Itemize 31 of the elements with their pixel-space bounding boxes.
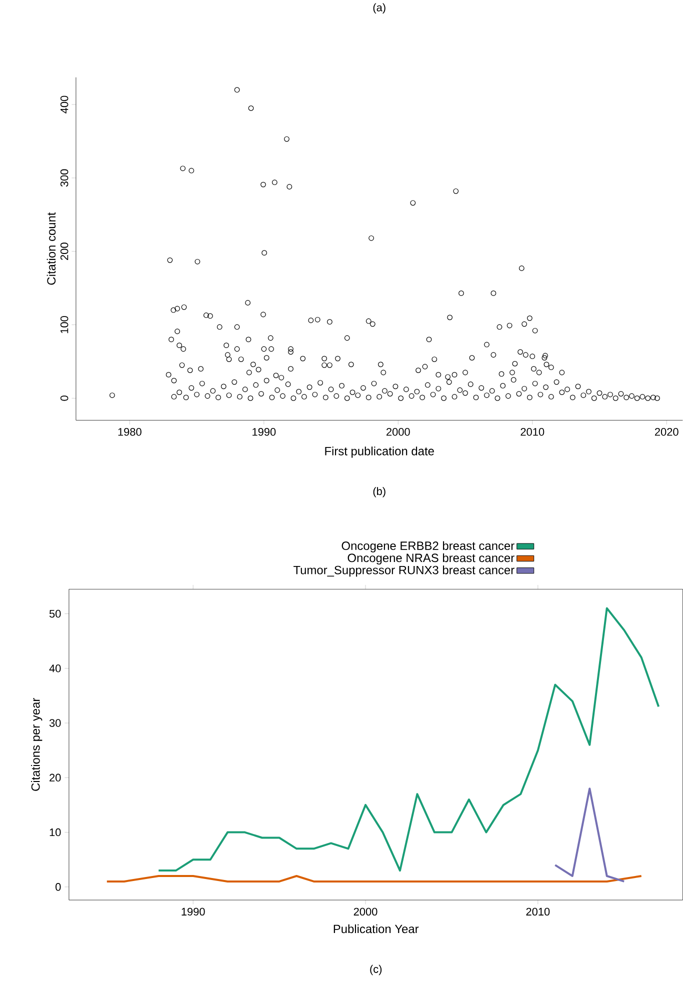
legend-label: Oncogene NRAS breast cancer [348, 553, 514, 565]
y-tick-label: 40 [49, 664, 61, 672]
x-axis-title: First publication date [325, 446, 434, 458]
x-tick-label: 1990 [252, 428, 276, 436]
y-tick-label: 30 [49, 719, 61, 727]
line-series [554, 788, 626, 882]
text: (c) [370, 964, 382, 976]
y-tick-label: 0 [56, 883, 61, 891]
y-tick-label: 300 [60, 169, 68, 187]
x-tick-label: 1990 [182, 908, 205, 916]
x-tick-label: 2010 [520, 428, 544, 436]
line-series [158, 607, 660, 872]
chart-title: (a) [373, 3, 386, 14]
x-axis-title: Publication Year [334, 924, 419, 934]
text: (b) [373, 487, 386, 498]
y-tick-label: 0 [60, 396, 68, 401]
x-tick-label: 2010 [526, 908, 550, 916]
y-tick-label: 10 [50, 828, 61, 836]
y-tick-label: 50 [49, 610, 61, 618]
y-axis-title: Citation count [46, 212, 56, 285]
legend-label: Oncogene ERBB2 breast cancer [342, 541, 514, 552]
y-tick-label: 400 [60, 96, 68, 114]
x-tick-label: 2020 [655, 428, 678, 436]
y-tick-label: 20 [50, 774, 61, 782]
y-axis-title: Citations per year [31, 698, 42, 791]
y-tick-label: 200 [60, 242, 68, 260]
y-tick-label: 100 [60, 316, 68, 334]
legend-label: Tumor_Suppressor RUNX3 breast cancer [294, 566, 514, 577]
x-tick-label: 2000 [354, 908, 378, 916]
x-tick-label: 2000 [386, 428, 410, 436]
x-tick-label: 1980 [118, 428, 142, 436]
